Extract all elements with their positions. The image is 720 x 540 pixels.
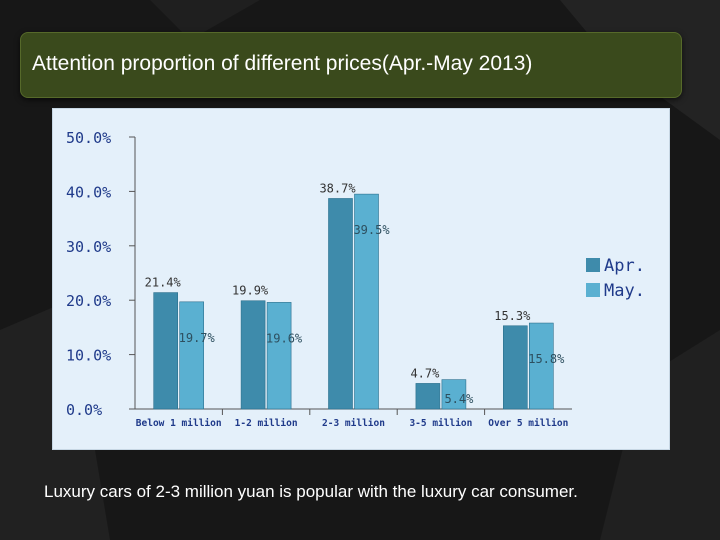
data-label-apr: 38.7% [319,181,356,195]
x-tick-label: 1-2 million [235,418,298,429]
data-label-may: 39.5% [353,223,390,237]
bar-apr [153,292,178,410]
x-tick-label: Below 1 million [136,418,222,429]
bar-may [354,193,379,410]
legend-label-may: May. [604,281,645,301]
data-label-apr: 21.4% [145,276,182,290]
data-label-may: 19.6% [266,331,303,345]
y-tick-label: 30.0% [66,238,111,256]
legend-swatch-apr [586,258,600,272]
x-tick-label: 2-3 million [322,418,385,429]
legend-swatch-may [586,283,600,297]
data-label-apr: 4.7% [410,366,440,380]
data-label-apr: 19.9% [232,284,269,298]
y-tick-label: 0.0% [66,401,102,419]
x-tick-label: 3-5 million [409,418,472,429]
bar-apr [328,198,353,410]
data-label-may: 15.8% [528,352,565,366]
title-banner [20,32,682,98]
y-tick-label: 20.0% [66,292,111,310]
data-label-may: 19.7% [179,331,216,345]
bar-may [441,379,467,410]
bar-chart: 0.0% 10.0% 20.0% 30.0% 40.0% 50.0% Below 1 mil… [66,129,645,429]
bar-may [266,302,292,410]
y-tick-label: 10.0% [66,347,111,365]
bar-may [528,322,554,410]
data-label-may: 5.4% [444,392,474,406]
x-tick-label: Over 5 million [488,418,568,429]
legend-label-apr: Apr. [604,256,645,276]
bar-apr [415,383,441,410]
slide-caption: Luxury cars of 2-3 million yuan is popul… [44,482,578,501]
bar-apr [502,325,528,410]
y-tick-label: 40.0% [66,183,111,201]
bar-may [179,301,204,410]
bar-apr [240,300,266,410]
y-tick-label: 50.0% [66,129,111,147]
data-label-apr: 15.3% [494,309,531,323]
slide-title: Attention proportion of different prices… [32,52,533,75]
